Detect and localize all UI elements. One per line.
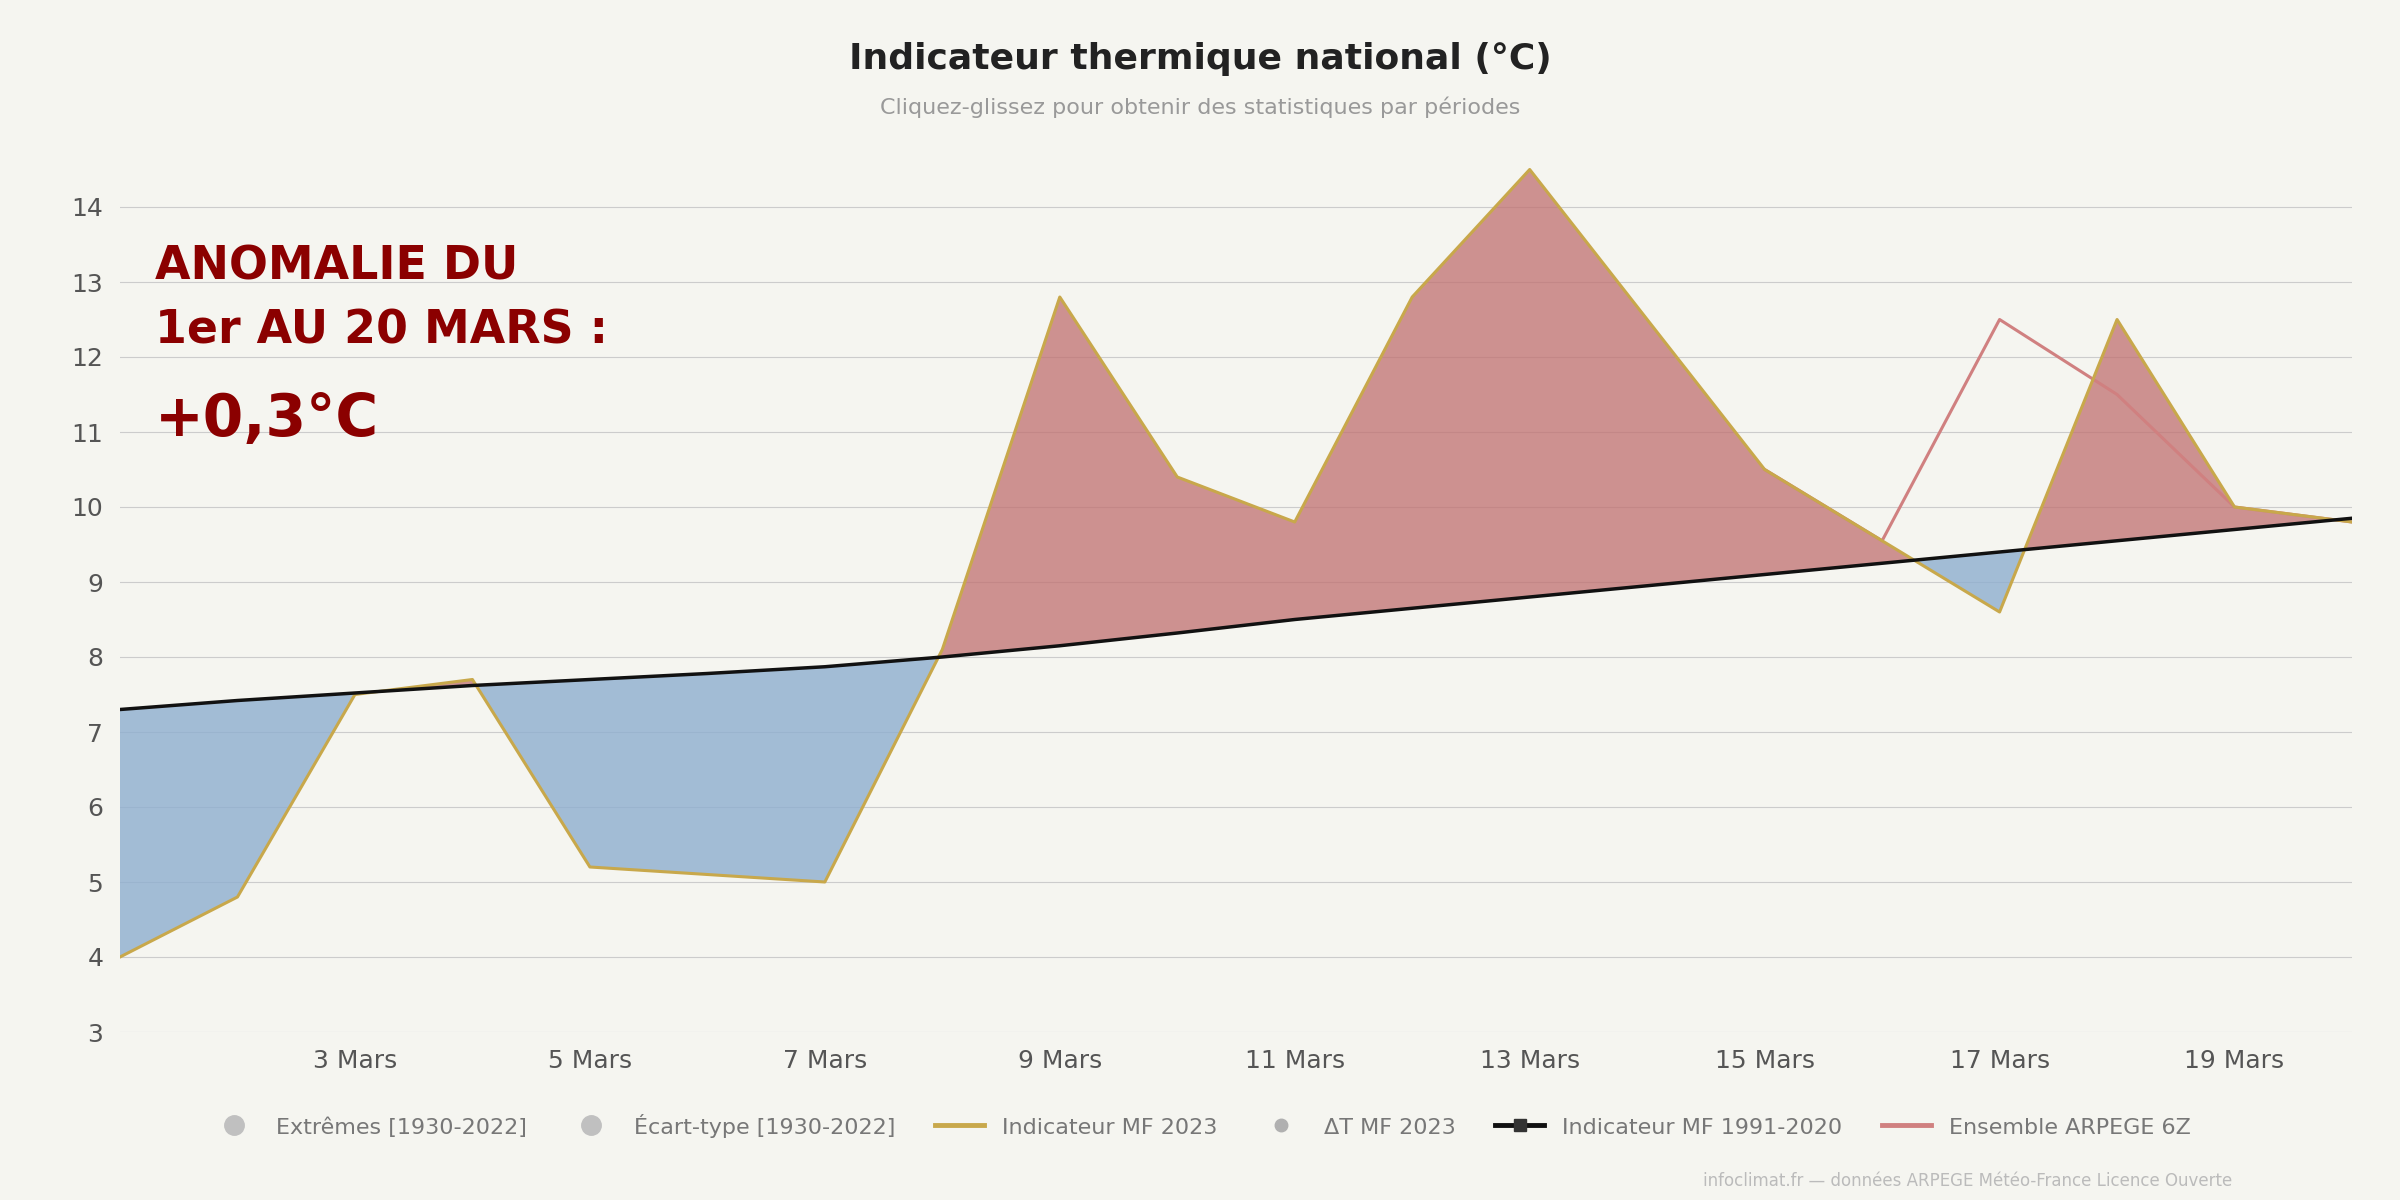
Text: Cliquez-glissez pour obtenir des statistiques par périodes: Cliquez-glissez pour obtenir des statist… [881, 96, 1519, 118]
Legend: Extrêmes [1930-2022], Écart-type [1930-2022], Indicateur MF 2023, ΔT MF 2023, In: Extrêmes [1930-2022], Écart-type [1930-2… [202, 1105, 2198, 1147]
Text: +0,3°C: +0,3°C [156, 391, 379, 448]
Text: 1er AU 20 MARS :: 1er AU 20 MARS : [156, 308, 607, 353]
Text: infoclimat.fr — données ARPEGE Météo-France Licence Ouverte: infoclimat.fr — données ARPEGE Météo-Fra… [1702, 1172, 2232, 1190]
Text: ANOMALIE DU: ANOMALIE DU [156, 245, 518, 289]
Text: Indicateur thermique national (°C): Indicateur thermique national (°C) [850, 42, 1550, 76]
